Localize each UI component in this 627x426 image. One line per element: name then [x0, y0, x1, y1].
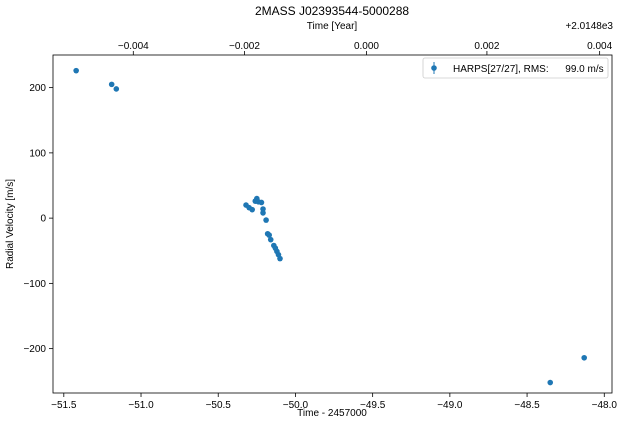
top-x-tick-label: 0.000 [354, 41, 379, 52]
data-point [547, 379, 554, 386]
x-axis: −51.5 −51.0 −50.5 −50.0 −49.5 −49.0 −48.5 −48.0 [51, 393, 617, 411]
data-point [260, 210, 266, 216]
data-point [113, 86, 120, 92]
x-tick-label: −50.0 [283, 400, 309, 411]
top-x-tick-label: 0.004 [587, 41, 612, 52]
legend: HARPS[27/27], RMS: 99.0 m/s [422, 57, 609, 79]
data-point [73, 67, 79, 74]
x-tick-label: −51.5 [51, 400, 77, 411]
data-point [266, 232, 272, 238]
data-point [581, 354, 588, 361]
y-tick-label: −100 [23, 279, 46, 290]
x-axis-label: Time - 2457000 [297, 408, 367, 419]
data-points [73, 67, 588, 386]
top-x-tick-label: −0.004 [118, 41, 149, 52]
y-axis: 200 100 0 −100 −200 [23, 83, 53, 355]
data-point [249, 206, 256, 213]
top-x-axis: −0.004 −0.002 0.000 0.002 0.004 [118, 41, 613, 55]
legend-box [422, 57, 609, 79]
y-axis-label: Radial Velocity [m/s] [5, 179, 16, 269]
top-x-axis-label: Time [Year] [307, 21, 358, 32]
data-point [258, 199, 265, 206]
x-tick-label: −49.0 [437, 400, 463, 411]
data-point [263, 217, 269, 223]
data-point [260, 206, 266, 212]
top-x-tick-label: −0.002 [229, 41, 260, 52]
legend-marker [431, 65, 437, 71]
y-tick-label: −200 [23, 344, 46, 355]
x-tick-label: −50.5 [206, 400, 232, 411]
top-x-tick-label: 0.002 [474, 41, 499, 52]
data-point [267, 236, 274, 243]
x-tick-label: −51.0 [128, 400, 154, 411]
y-tick-label: 0 [40, 214, 46, 225]
x-tick-label: −48.0 [592, 400, 618, 411]
x-tick-label: −49.5 [360, 400, 386, 411]
y-tick-label: 200 [29, 83, 46, 94]
chart-title: 2MASS J02393544-5000288 [255, 4, 409, 18]
y-tick-label: 100 [29, 148, 46, 159]
data-point [277, 255, 283, 262]
plot-area [52, 54, 613, 394]
x-tick-label: −48.5 [514, 400, 540, 411]
data-point [108, 81, 115, 88]
top-x-offset-label: +2.0148e3 [565, 21, 613, 32]
legend-label: HARPS[27/27], RMS: 99.0 m/s [453, 64, 604, 75]
